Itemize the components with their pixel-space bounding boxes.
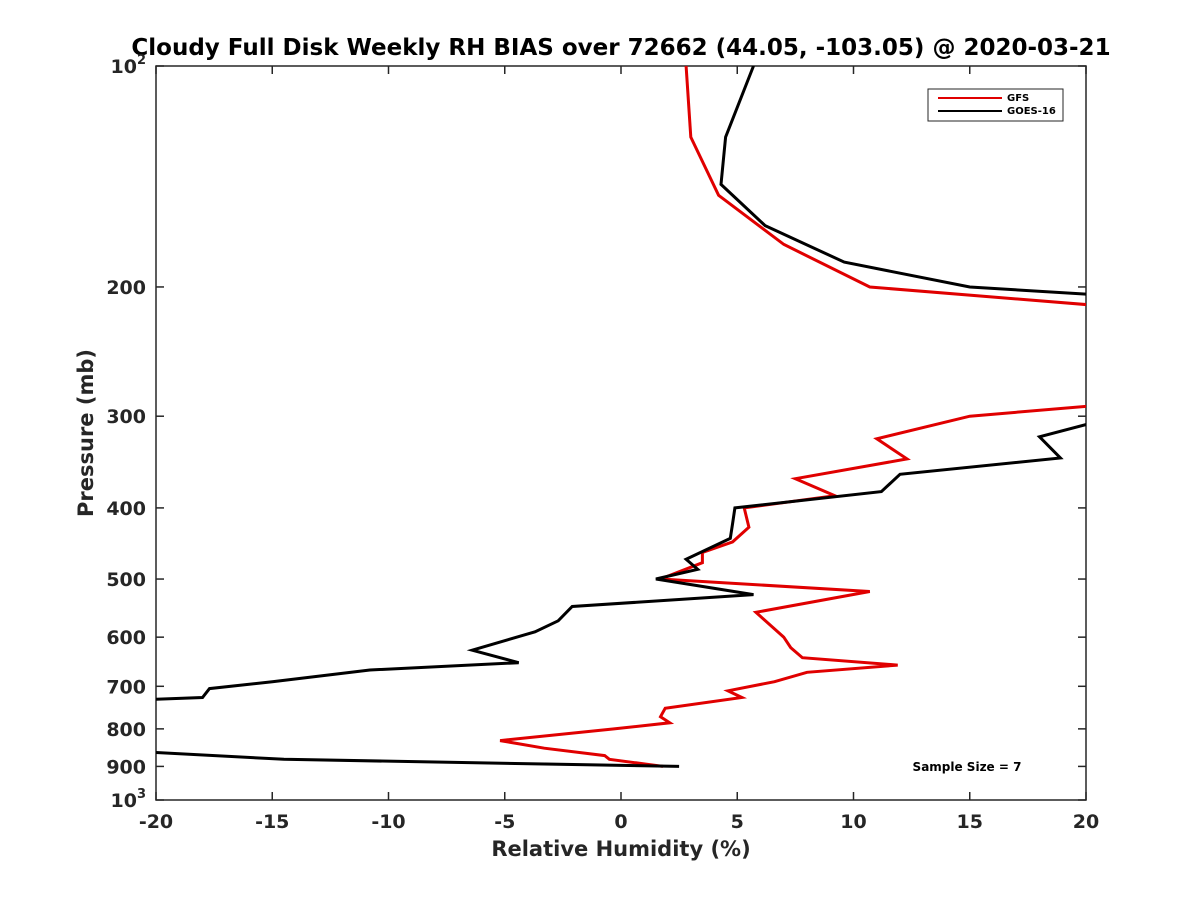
series-line-goes16 bbox=[156, 66, 1086, 768]
chart-title: Cloudy Full Disk Weekly RH BIAS over 726… bbox=[131, 35, 1110, 61]
legend-label-goes16: GOES-16 bbox=[1007, 106, 1056, 117]
y-axis: 102 200 300 400 500 600 700 800 900 103 bbox=[106, 53, 1086, 812]
y-tick-label: 200 bbox=[106, 277, 146, 299]
y-tick-label: 600 bbox=[106, 627, 146, 649]
x-tick-label: -15 bbox=[255, 811, 289, 833]
x-tick-label: -10 bbox=[371, 811, 405, 833]
y-tick-label: 102 bbox=[111, 53, 147, 78]
y-axis-label: Pressure (mb) bbox=[74, 349, 98, 517]
y-tick-label: 500 bbox=[106, 569, 146, 591]
x-axis: -20 -15 -10 -5 0 5 10 15 20 bbox=[139, 66, 1099, 833]
x-tick-label: -5 bbox=[494, 811, 515, 833]
y-tick-label: 700 bbox=[106, 676, 146, 698]
y-tick-label: 400 bbox=[106, 498, 146, 520]
y-tick-label: 300 bbox=[106, 406, 146, 428]
plot-frame bbox=[155, 65, 1087, 801]
x-tick-label: 0 bbox=[614, 811, 627, 833]
x-tick-label: -20 bbox=[139, 811, 173, 833]
y-tick-label: 800 bbox=[106, 719, 146, 741]
y-tick-label: 900 bbox=[106, 756, 146, 778]
y-tick-label: 103 bbox=[111, 787, 147, 812]
x-tick-label: 10 bbox=[840, 811, 866, 833]
x-tick-label: 5 bbox=[731, 811, 744, 833]
legend: GFS GOES-16 bbox=[927, 88, 1064, 122]
x-tick-label: 20 bbox=[1073, 811, 1099, 833]
sample-size-annotation: Sample Size = 7 bbox=[913, 760, 1022, 774]
x-tick-label: 15 bbox=[957, 811, 983, 833]
x-axis-label: Relative Humidity (%) bbox=[491, 837, 750, 861]
series-line-gfs bbox=[499, 66, 1086, 768]
plot-area: -20 -15 -10 -5 0 5 10 15 20 102 200 300 400 500 600 70… bbox=[106, 53, 1099, 833]
series-lines bbox=[156, 66, 1086, 768]
legend-label-gfs: GFS bbox=[1007, 93, 1029, 104]
